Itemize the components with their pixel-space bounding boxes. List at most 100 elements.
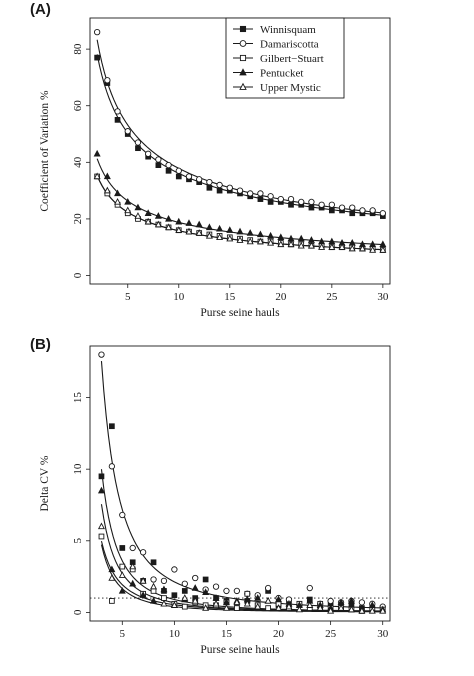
panel-b-point-damariscotta [150, 576, 157, 583]
panel-a-ytick-label: 40 [72, 156, 84, 168]
panel-a-y-axis-title: Coefficient of Variation % [39, 90, 51, 212]
panel-a-point-pentucket [134, 203, 142, 211]
panel-a-point-upper-mystic [93, 172, 101, 180]
panel-a-point-upper-mystic [358, 244, 366, 252]
panel-b-point-upper-mystic [222, 604, 230, 611]
panel-a-point-winnisquam [175, 173, 182, 180]
panel-b-point-winnisquam [109, 423, 115, 430]
panel-a-point-upper-mystic [216, 233, 224, 241]
panel-b-point-upper-mystic [212, 599, 220, 607]
legend-marker-winnisquam [239, 25, 247, 33]
panel-a-point-damariscotta [247, 190, 254, 197]
legend-marker-pentucket [239, 68, 247, 76]
panel-a-point-upper-mystic [185, 227, 193, 235]
panel-a-point-pentucket [226, 226, 234, 233]
panel-a-point-pentucket [144, 209, 152, 216]
panel-a-point-damariscotta [206, 178, 213, 186]
panel-b-point-gilbert-stuart [265, 605, 271, 611]
panel-b-point-upper-mystic [254, 602, 262, 610]
panel-a-point-upper-mystic [246, 237, 254, 245]
panel-b-point-pentucket [191, 584, 199, 591]
panel-a-point-damariscotta [104, 77, 111, 84]
panel-a-point-pentucket [277, 233, 285, 241]
panel-a-x-axis-title: Purse seine hauls [200, 307, 280, 319]
panel-a-xtick-label: 25 [326, 291, 338, 303]
panel-b-point-upper-mystic [97, 522, 105, 530]
panel-a-point-upper-mystic [165, 223, 173, 231]
panel-b-point-upper-mystic [160, 599, 168, 607]
panel-b-point-gilbert-stuart [109, 598, 115, 604]
panel-a-point-damariscotta [165, 161, 172, 169]
panel-a-point-upper-mystic [114, 197, 122, 205]
panel-a-point-upper-mystic [134, 212, 142, 219]
panel-a-point-damariscotta [257, 190, 264, 197]
panel-b-point-upper-mystic [181, 594, 189, 601]
panel-a-ytick-label: 80 [72, 43, 84, 55]
legend-label-winnisquam: Winnisquam [260, 24, 316, 36]
panel-a-point-upper-mystic [348, 244, 356, 252]
panel-b-point-upper-mystic [108, 574, 116, 581]
panel-b-point-upper-mystic [306, 601, 314, 608]
panel-b-point-upper-mystic [233, 598, 241, 606]
panel-b-point-pentucket [129, 579, 137, 587]
panel-b-point-damariscotta [108, 463, 116, 470]
panel-b-point-pentucket [139, 591, 147, 598]
panel-b-point-pentucket [275, 595, 283, 603]
panel-b-point-gilbert-stuart [119, 563, 126, 570]
legend-label-damariscotta: Damariscotta [260, 39, 319, 51]
panel-a: (A) 5 10 15 20 25 30 0 20 40 60 80 Purse seine hauls… [30, 1, 391, 319]
panel-a-point-upper-mystic [195, 229, 203, 236]
panel-b-point-damariscotta [264, 584, 272, 592]
panel-a-point-upper-mystic [175, 226, 183, 233]
panel-a-xtick-label: 5 [125, 291, 131, 303]
panel-a-point-damariscotta [338, 204, 346, 211]
legend-label-upper-mystic: Upper Mystic [260, 82, 321, 94]
panel-b-point-pentucket [108, 565, 116, 573]
panel-a-point-winnisquam [349, 210, 356, 217]
panel-a-point-pentucket [246, 229, 254, 236]
panel-a-point-upper-mystic [236, 236, 244, 243]
panel-a-point-pentucket [297, 234, 305, 242]
panel-a-point-winnisquam [288, 201, 294, 208]
panel-a-point-damariscotta [185, 173, 193, 180]
panel-a-point-winnisquam [114, 117, 121, 123]
panel-b-point-upper-mystic [202, 604, 210, 611]
panel-b-point-upper-mystic [170, 601, 178, 608]
panel-a-point-damariscotta [287, 195, 295, 203]
panel-a-point-upper-mystic [154, 220, 162, 228]
panel-b-point-damariscotta [327, 597, 334, 605]
panel-a-point-pentucket [103, 172, 111, 180]
panel-a-point-damariscotta [298, 198, 305, 206]
panel-b-point-gilbert-stuart [181, 603, 188, 610]
panel-a-point-upper-mystic [369, 246, 377, 253]
panel-b-point-winnisquam [171, 592, 178, 599]
panel-a-point-damariscotta [359, 207, 366, 214]
panel-b-point-damariscotta [192, 574, 199, 582]
panel-a-point-winnisquam [257, 196, 264, 202]
panel-a-point-winnisquam [267, 199, 274, 205]
panel-a-point-damariscotta [145, 150, 152, 157]
panel-a-xtick-label: 15 [224, 291, 236, 303]
panel-b-point-gilbert-stuart [161, 595, 167, 601]
panel-a-point-upper-mystic [328, 243, 336, 250]
panel-a-point-damariscotta [379, 210, 387, 217]
panel-b-point-upper-mystic [118, 571, 126, 578]
panel-a-point-upper-mystic [144, 217, 152, 225]
panel-b-point-damariscotta [98, 351, 105, 358]
panel-a-point-damariscotta [328, 201, 335, 208]
panel-b-point-upper-mystic [337, 604, 345, 611]
panel-a-point-pentucket [93, 149, 101, 157]
panel-b-xtick-label: 30 [377, 628, 389, 640]
panel-b-point-gilbert-stuart [234, 605, 240, 611]
panel-b-ytick-label: 5 [72, 538, 84, 544]
panel-b-point-damariscotta [119, 511, 126, 519]
panel-b-point-pentucket [160, 585, 168, 593]
panel-b-xtick-label: 10 [169, 628, 181, 640]
panel-b-point-damariscotta [233, 587, 241, 595]
panel-b-xtick-label: 25 [325, 628, 337, 640]
panel-b-point-pentucket [202, 588, 210, 596]
panel-a-point-upper-mystic [307, 241, 315, 249]
panel-b-point-pentucket [97, 486, 105, 494]
panel-b-series-damariscotta [98, 351, 386, 610]
